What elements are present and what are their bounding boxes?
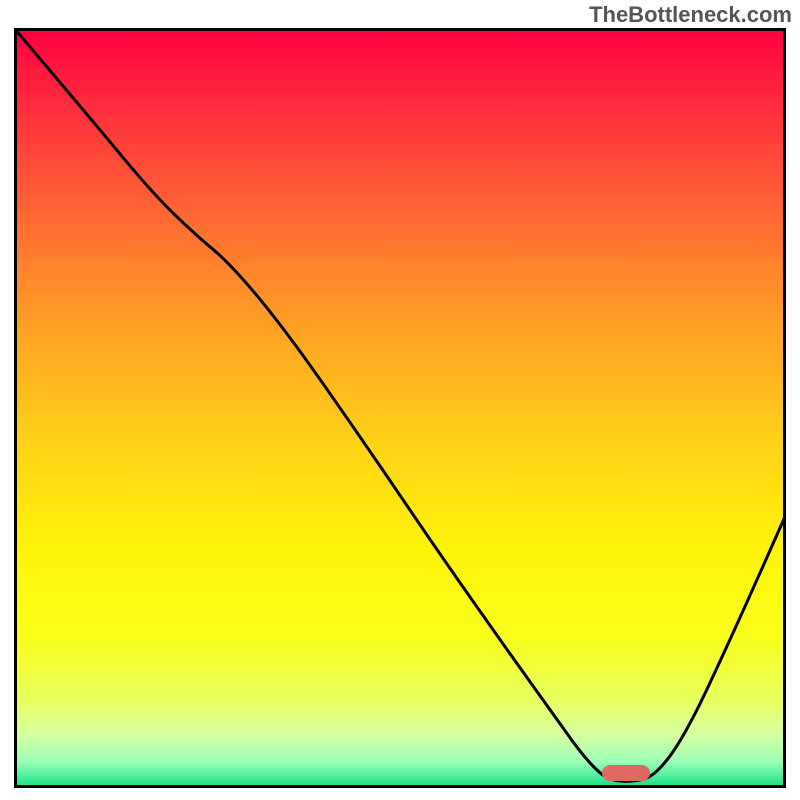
watermark-text: TheBottleneck.com [589,2,792,28]
curve-layer [14,28,786,788]
optimal-marker [602,765,650,781]
plot-area [14,28,786,788]
bottleneck-curve [14,28,786,781]
chart-container: TheBottleneck.com [0,0,800,800]
